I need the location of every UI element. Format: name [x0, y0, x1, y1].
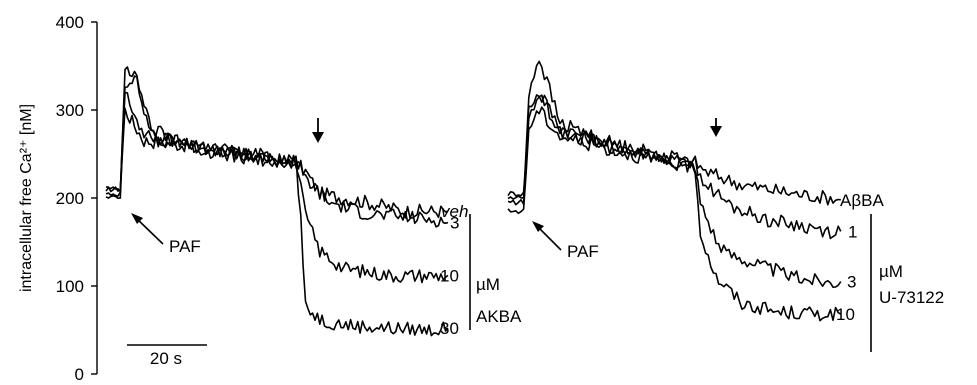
- panel-u73122-unit-label: µM: [879, 262, 903, 281]
- y-tick-label: 100: [56, 277, 84, 296]
- panel-u73122-stimulus-label: PAF: [567, 242, 599, 261]
- y-axis-label: intracellular free Ca²⁺ [nM]: [18, 104, 35, 292]
- panel-akba-addition-arrow: [312, 118, 324, 143]
- panel-u73122-series-labels: AβBA 1 3 10: [836, 191, 884, 324]
- panel-u73122: AβBA 1 3 10 µM U-73122 PAF: [507, 60, 944, 352]
- panel-akba-stimulus-arrow: [131, 213, 164, 245]
- panel-u73122-traces: [507, 60, 842, 322]
- panel-akba-stimulus-label: PAF: [169, 237, 201, 256]
- trace-a-ba: [507, 94, 841, 206]
- trace-10: [507, 106, 842, 322]
- series-label: 3: [847, 273, 856, 292]
- series-label: veh: [441, 202, 468, 221]
- y-tick-label: 200: [56, 189, 84, 208]
- panel-u73122-compound-label: U-73122: [879, 288, 944, 307]
- y-tick-label: 300: [56, 101, 84, 120]
- time-scale-bar-label: 20 s: [150, 349, 182, 368]
- y-tick-label: 0: [75, 365, 84, 384]
- series-label: 3: [450, 214, 459, 233]
- trace-1: [507, 60, 842, 240]
- series-label: 1: [848, 222, 857, 241]
- trace-30: [105, 91, 449, 337]
- trace-veh: [105, 107, 449, 219]
- panel-u73122-stimulus-arrow: [532, 221, 562, 251]
- panel-u73122-addition-arrow: [710, 118, 722, 137]
- panel-akba-traces: [105, 66, 449, 337]
- series-label: 10: [440, 266, 459, 285]
- y-tick-label: 400: [56, 13, 84, 32]
- series-label: AβBA: [840, 191, 884, 210]
- y-axis-ticks: 0 100 200 300 400: [56, 13, 97, 384]
- panel-akba-unit-label: µM: [476, 275, 500, 294]
- trace-3: [105, 75, 449, 228]
- trace-10: [105, 66, 449, 284]
- series-label: 30: [440, 319, 459, 338]
- series-label: 10: [836, 305, 855, 324]
- panel-akba-compound-label: AKBA: [476, 307, 522, 326]
- trace-3: [507, 94, 842, 288]
